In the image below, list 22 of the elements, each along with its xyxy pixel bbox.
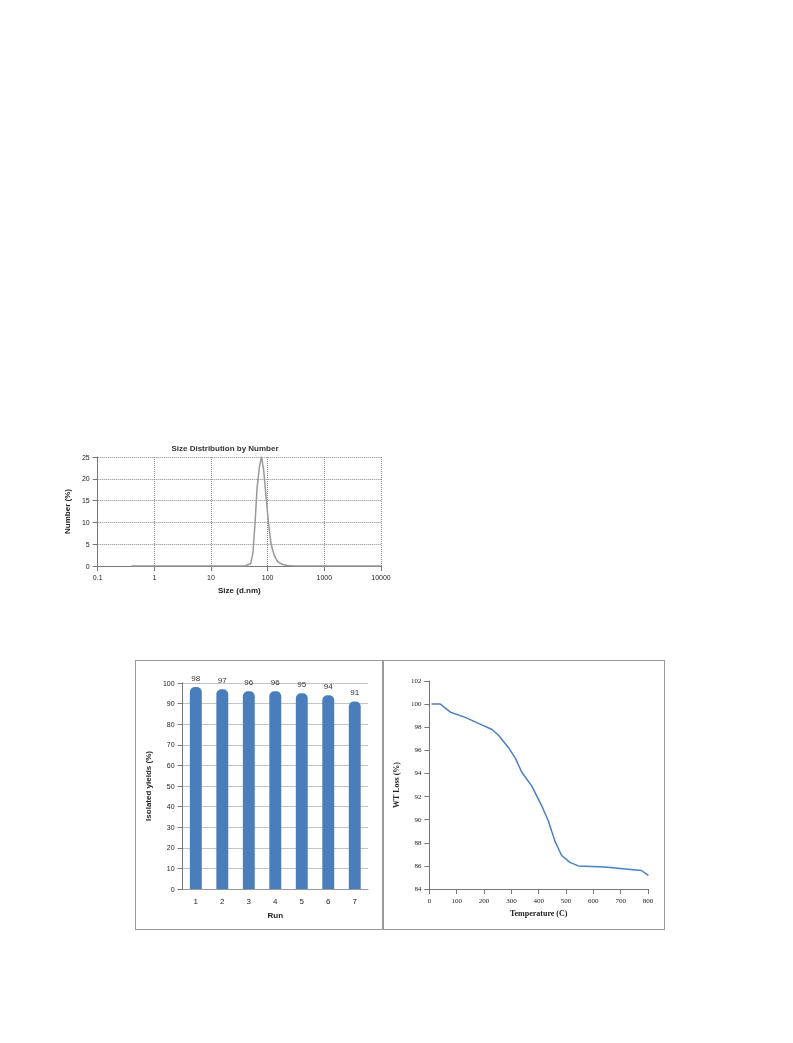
data-label: 97	[217, 675, 228, 685]
x-tick-label: 1	[193, 896, 199, 906]
data-label: 96	[270, 677, 281, 687]
data-label: 94	[323, 681, 334, 691]
data-label: 91	[350, 688, 360, 698]
x-axis-title: Temperature (C)	[509, 908, 568, 918]
y-axis-title: Isolated yields (%)	[143, 750, 153, 821]
chart-title: Size Distribution by Number	[171, 443, 279, 453]
x-tick-label: 6	[326, 896, 332, 906]
x-tick-label: 7	[352, 896, 358, 906]
data-label: 96	[244, 677, 254, 687]
x-tick-label: 4	[273, 896, 279, 906]
y-axis-title: WT Loss (%)	[391, 761, 401, 809]
data-label: 95	[297, 679, 307, 689]
x-axis-title: Size (d.nm)	[218, 585, 262, 595]
line-series	[431, 703, 649, 876]
x-tick-label: 5	[299, 896, 305, 906]
y-axis-title: Number (%)	[62, 488, 72, 534]
x-tick-label: 3	[246, 896, 252, 906]
x-axis-title: Run	[267, 910, 284, 920]
x-tick-label: 2	[220, 896, 226, 906]
data-label: 98	[191, 673, 201, 683]
